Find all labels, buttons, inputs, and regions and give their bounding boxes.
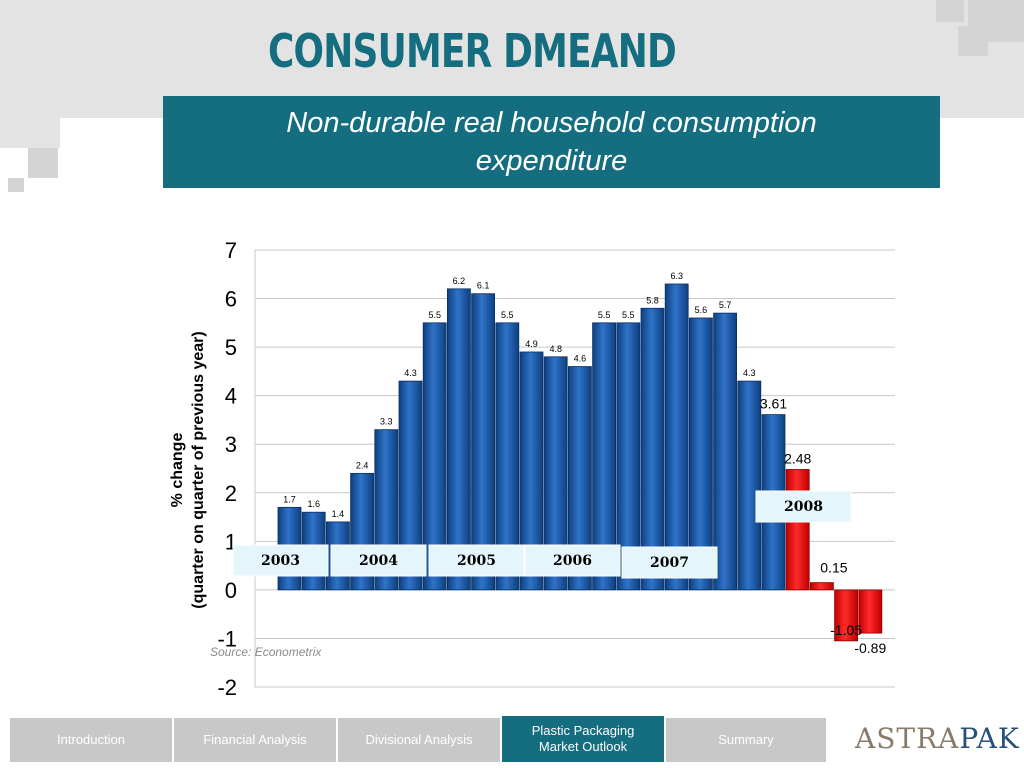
data-label: 5.5 <box>622 310 635 320</box>
bar <box>592 322 616 591</box>
bar <box>446 288 471 591</box>
year-label-box <box>330 544 427 577</box>
year-label-box <box>428 544 525 577</box>
y-tick-label: -2 <box>217 675 237 700</box>
bar <box>568 366 592 591</box>
data-label: 5.6 <box>695 305 708 315</box>
y-tick-label: -1 <box>217 626 237 651</box>
decor-square <box>0 118 60 148</box>
data-label: -0.89 <box>854 640 886 656</box>
data-label: 5.7 <box>719 300 732 310</box>
nav-tab-summary[interactable]: Summary <box>666 718 826 762</box>
bar <box>713 312 737 591</box>
decor-square <box>936 0 964 22</box>
year-label-box <box>755 490 852 523</box>
year-label-box <box>232 544 329 577</box>
data-label: 4.3 <box>743 368 756 378</box>
data-label: 4.9 <box>525 339 538 349</box>
year-label: 2006 <box>553 553 592 569</box>
nav-tab-label: Introduction <box>57 732 125 747</box>
nav-tab-introduction[interactable]: Introduction <box>10 718 172 762</box>
data-label: 0.15 <box>820 560 847 576</box>
company-logo: ASTRAPAK <box>855 722 1020 755</box>
bar <box>398 380 423 591</box>
data-label: 4.8 <box>549 344 562 354</box>
chart-subtitle-line1: Non-durable real household consumption <box>286 107 817 139</box>
bar <box>834 589 858 642</box>
chart-subtitle-box: Non-durable real household consumption e… <box>163 96 940 188</box>
data-label: 6.3 <box>670 271 683 281</box>
bar <box>495 322 520 591</box>
data-label: 5.5 <box>501 310 514 320</box>
data-label: 5.5 <box>598 310 611 320</box>
bar <box>543 356 568 591</box>
y-tick-label: 2 <box>225 481 237 506</box>
data-label: 5.5 <box>428 310 441 320</box>
source-note: Source: Econometrix <box>210 645 322 659</box>
page-title: CONSUMER DMEAND <box>268 24 677 78</box>
bar <box>616 322 641 591</box>
year-label: 2003 <box>261 553 300 569</box>
data-label: 6.1 <box>477 281 490 291</box>
year-label: 2007 <box>650 555 689 571</box>
data-label: 2.4 <box>356 460 369 470</box>
bar <box>422 322 447 591</box>
data-label: 6.2 <box>453 276 466 286</box>
nav-tab-plastic-packaging[interactable]: Plastic Packaging Market Outlook <box>502 716 664 762</box>
y-tick-label: 0 <box>225 578 237 603</box>
bottom-nav: Introduction Financial Analysis Division… <box>0 716 1024 768</box>
data-label: 2.48 <box>784 450 811 466</box>
y-tick-label: 3 <box>225 432 237 457</box>
nav-tab-label: Plastic Packaging Market Outlook <box>531 723 635 754</box>
y-tick-label: 6 <box>225 287 237 312</box>
y-tick-label: 4 <box>225 384 237 409</box>
data-label: -1.05 <box>830 622 862 638</box>
year-label: 2008 <box>784 499 823 515</box>
year-label: 2005 <box>457 553 496 569</box>
bar <box>689 317 713 591</box>
nav-tab-label: Divisional Analysis <box>365 732 473 747</box>
data-label: 3.3 <box>380 417 393 427</box>
year-label: 2004 <box>359 553 398 569</box>
y-axis-label-line2: (quarter on quarter of previous year) <box>190 331 207 608</box>
year-label-box <box>621 546 718 579</box>
decor-square <box>958 26 988 56</box>
y-axis-label-line1: % change <box>169 433 186 508</box>
data-label: 1.6 <box>307 499 320 509</box>
bar <box>664 283 689 591</box>
bar <box>810 582 834 591</box>
bar <box>737 380 762 591</box>
year-label-box <box>524 544 621 577</box>
decor-square <box>8 178 24 192</box>
data-label: 5.8 <box>646 295 659 305</box>
nav-tab-financial-analysis[interactable]: Financial Analysis <box>174 718 336 762</box>
decor-square <box>28 148 58 178</box>
bar <box>858 589 883 634</box>
bar <box>519 351 544 591</box>
data-label: 1.4 <box>332 509 345 519</box>
bar <box>471 293 496 591</box>
y-tick-label: 7 <box>225 238 237 263</box>
data-label: 1.7 <box>283 494 296 504</box>
bar <box>640 307 665 591</box>
data-label: 4.6 <box>574 354 587 364</box>
data-label: 3.61 <box>760 396 787 412</box>
nav-tab-label: Summary <box>718 732 774 747</box>
nav-tab-label: Financial Analysis <box>203 732 307 747</box>
data-label: 4.3 <box>404 368 417 378</box>
chart-subtitle-line2: expenditure <box>475 145 628 177</box>
bar <box>785 469 810 591</box>
nav-tab-divisional-analysis[interactable]: Divisional Analysis <box>338 718 500 762</box>
y-tick-label: 5 <box>225 335 237 360</box>
